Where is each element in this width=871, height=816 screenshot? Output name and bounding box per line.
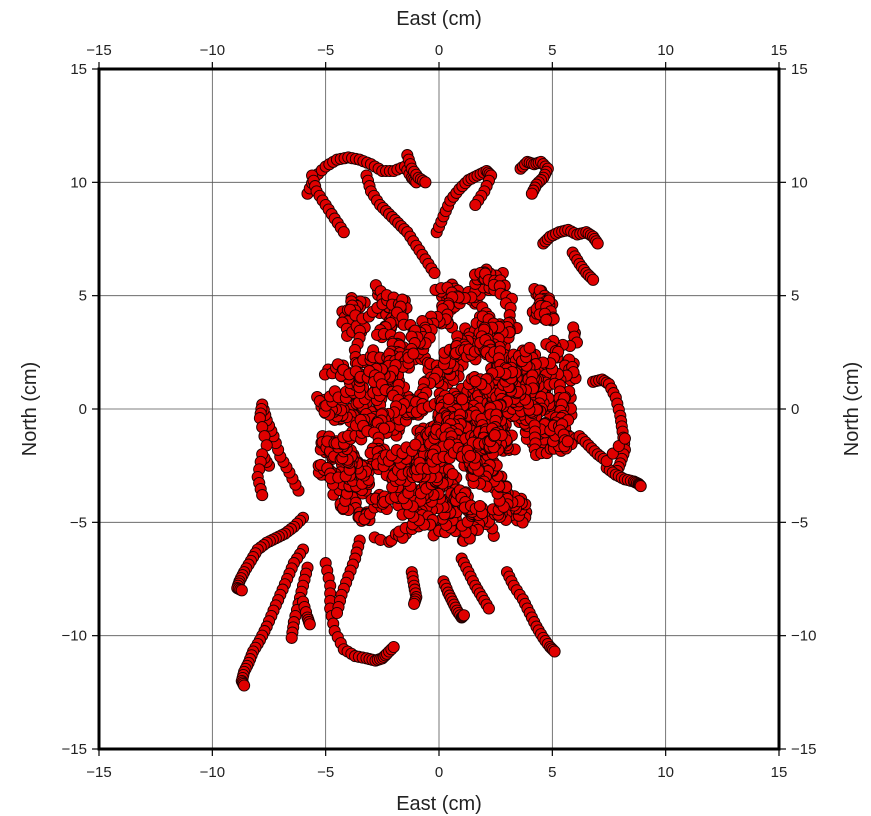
- data-point: [337, 226, 350, 239]
- x-tick-label-top: 0: [435, 42, 443, 59]
- y-tick-label-right: 10: [791, 174, 808, 191]
- data-point: [591, 237, 604, 250]
- y-tick-label-left: −10: [62, 628, 87, 645]
- y-tick-label-right: −5: [791, 514, 808, 531]
- y-axis-title-right: North (cm): [841, 362, 863, 456]
- data-point: [523, 341, 536, 354]
- data-point: [473, 499, 486, 513]
- data-point: [428, 266, 441, 280]
- x-tick-label-bottom: 5: [548, 764, 556, 781]
- x-tick-label-bottom: 15: [771, 764, 788, 781]
- y-tick-label-left: −15: [62, 741, 87, 758]
- data-point: [285, 631, 298, 644]
- x-tick-label-top: 15: [771, 42, 788, 59]
- data-point: [540, 313, 553, 326]
- data-point: [238, 679, 251, 692]
- y-tick-label-left: −5: [70, 514, 87, 531]
- data-point: [548, 645, 561, 658]
- x-tick-label-top: −10: [200, 42, 225, 59]
- data-point: [618, 432, 631, 445]
- y-tick-label-left: 0: [79, 401, 87, 418]
- data-point: [330, 606, 344, 620]
- x-tick-label-top: 5: [548, 42, 556, 59]
- data-point: [488, 429, 501, 442]
- y-tick-label-left: 5: [79, 288, 87, 305]
- data-point: [634, 480, 647, 493]
- data-point: [525, 187, 538, 200]
- x-axis-title-bottom: East (cm): [396, 793, 482, 815]
- data-point: [482, 602, 495, 615]
- x-tick-label-top: −15: [86, 42, 111, 59]
- x-tick-label-bottom: 10: [657, 764, 674, 781]
- data-point: [442, 392, 455, 406]
- y-tick-label-right: −10: [791, 628, 816, 645]
- data-point: [469, 375, 482, 388]
- x-tick-label-top: −5: [317, 42, 334, 59]
- data-point: [464, 449, 477, 463]
- data-point: [561, 435, 574, 448]
- y-tick-label-left: 15: [70, 61, 87, 78]
- x-tick-label-bottom: −5: [317, 764, 334, 781]
- data-points: [231, 149, 647, 692]
- x-tick-label-top: 10: [657, 42, 674, 59]
- y-tick-label-right: 15: [791, 61, 808, 78]
- y-tick-label-right: 5: [791, 288, 799, 305]
- y-tick-label-left: 10: [70, 174, 87, 191]
- data-point: [419, 176, 432, 189]
- x-tick-label-bottom: 0: [435, 764, 443, 781]
- x-tick-label-bottom: −10: [200, 764, 225, 781]
- data-point: [446, 468, 459, 481]
- x-tick-label-bottom: −15: [86, 764, 111, 781]
- data-point: [408, 597, 421, 610]
- data-point: [235, 584, 248, 597]
- data-point: [587, 273, 600, 286]
- data-point: [457, 609, 470, 622]
- y-tick-label-right: −15: [791, 741, 816, 758]
- data-point: [387, 640, 400, 654]
- x-axis-title-top: East (cm): [396, 8, 482, 30]
- data-point: [256, 489, 269, 502]
- y-axis-title-left: North (cm): [19, 362, 41, 456]
- data-point: [469, 198, 482, 212]
- data-point: [407, 347, 420, 360]
- y-tick-label-right: 0: [791, 401, 799, 418]
- data-point: [303, 618, 316, 631]
- data-point: [456, 393, 469, 406]
- data-point: [409, 438, 422, 451]
